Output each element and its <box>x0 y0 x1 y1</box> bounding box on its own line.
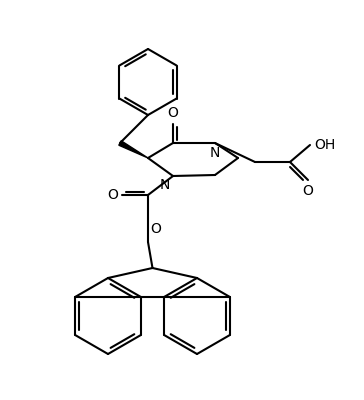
Text: N: N <box>160 178 170 192</box>
Text: O: O <box>107 188 118 202</box>
Text: O: O <box>150 222 161 236</box>
Text: O: O <box>167 106 178 120</box>
Text: OH: OH <box>314 138 335 152</box>
Polygon shape <box>119 141 148 158</box>
Text: N: N <box>210 146 220 160</box>
Text: O: O <box>302 184 313 198</box>
